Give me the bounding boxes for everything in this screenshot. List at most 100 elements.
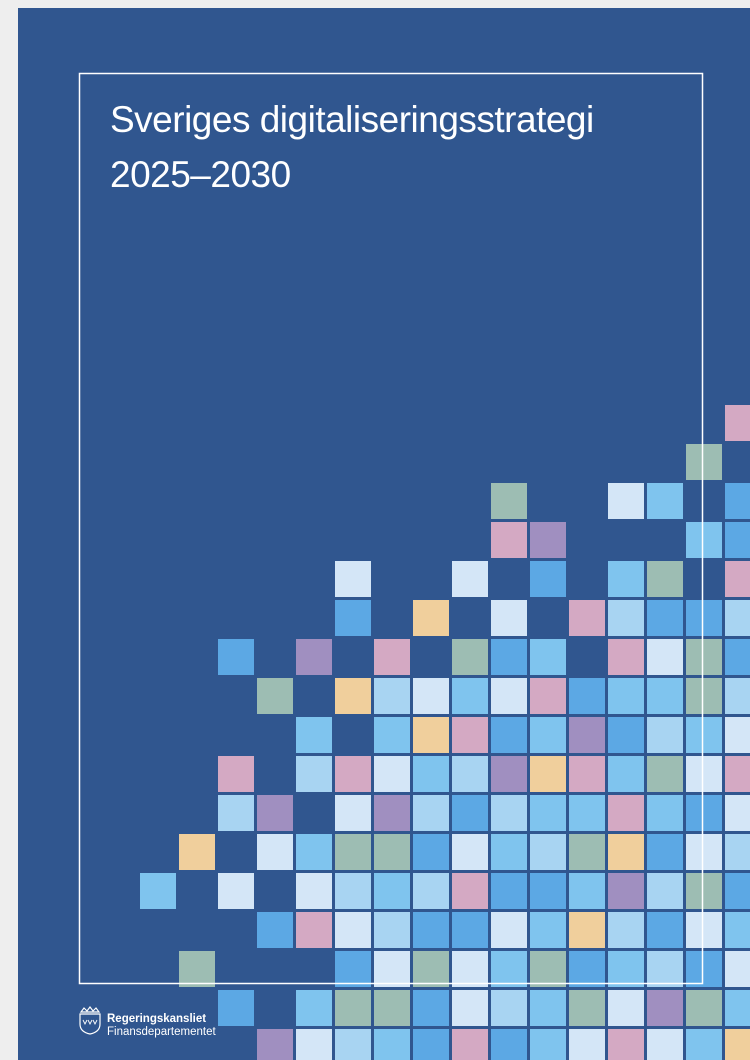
tile bbox=[647, 483, 683, 519]
tile bbox=[218, 639, 254, 675]
tile bbox=[647, 1029, 683, 1060]
tile bbox=[569, 600, 605, 636]
tile bbox=[569, 951, 605, 987]
tile bbox=[725, 834, 750, 870]
tile bbox=[608, 873, 644, 909]
tile bbox=[608, 795, 644, 831]
tile bbox=[530, 990, 566, 1026]
tile bbox=[491, 639, 527, 675]
tile bbox=[335, 912, 371, 948]
tile bbox=[608, 951, 644, 987]
tile bbox=[452, 912, 488, 948]
tile bbox=[335, 951, 371, 987]
tile bbox=[257, 912, 293, 948]
tile bbox=[530, 639, 566, 675]
tile bbox=[491, 951, 527, 987]
tile bbox=[335, 600, 371, 636]
tile bbox=[686, 444, 722, 480]
tile bbox=[374, 834, 410, 870]
tile bbox=[686, 639, 722, 675]
page: Sveriges digitaliseringsstrategi 2025–20… bbox=[0, 0, 750, 1060]
tile bbox=[569, 717, 605, 753]
tile bbox=[725, 873, 750, 909]
tile bbox=[413, 990, 449, 1026]
tile bbox=[608, 756, 644, 792]
cover-art: Sveriges digitaliseringsstrategi 2025–20… bbox=[0, 0, 750, 1060]
tile bbox=[374, 639, 410, 675]
tile bbox=[725, 1029, 750, 1060]
tile bbox=[452, 717, 488, 753]
tile bbox=[725, 561, 750, 597]
tile bbox=[647, 912, 683, 948]
tile bbox=[686, 756, 722, 792]
tile bbox=[686, 990, 722, 1026]
tile bbox=[452, 873, 488, 909]
tile bbox=[413, 795, 449, 831]
tile bbox=[647, 951, 683, 987]
tile bbox=[335, 834, 371, 870]
tile bbox=[647, 834, 683, 870]
title-line: Sveriges digitaliseringsstrategi bbox=[110, 99, 594, 140]
tile bbox=[725, 756, 750, 792]
tile bbox=[296, 639, 332, 675]
tile bbox=[647, 756, 683, 792]
publisher-name: Regeringskansliet bbox=[107, 1013, 206, 1025]
tile bbox=[530, 873, 566, 909]
tile bbox=[530, 912, 566, 948]
tile bbox=[296, 756, 332, 792]
tile bbox=[335, 756, 371, 792]
tile bbox=[452, 795, 488, 831]
logo bbox=[80, 1007, 100, 1034]
tile bbox=[569, 756, 605, 792]
tile bbox=[608, 639, 644, 675]
mosaic bbox=[140, 405, 750, 1060]
tile bbox=[530, 522, 566, 558]
tile bbox=[491, 873, 527, 909]
tile bbox=[335, 990, 371, 1026]
publisher-department: Finansdepartementet bbox=[107, 1026, 216, 1038]
tile bbox=[491, 522, 527, 558]
tile bbox=[530, 834, 566, 870]
tile bbox=[491, 756, 527, 792]
tile bbox=[725, 990, 750, 1026]
tile bbox=[452, 756, 488, 792]
tile bbox=[725, 600, 750, 636]
tile bbox=[569, 1029, 605, 1060]
tile bbox=[725, 717, 750, 753]
tile bbox=[686, 951, 722, 987]
tile bbox=[257, 795, 293, 831]
tile bbox=[413, 756, 449, 792]
tile bbox=[608, 990, 644, 1026]
tile bbox=[647, 990, 683, 1026]
tile bbox=[647, 717, 683, 753]
tile bbox=[686, 1029, 722, 1060]
tile bbox=[608, 912, 644, 948]
tile bbox=[257, 834, 293, 870]
tile bbox=[608, 834, 644, 870]
tile bbox=[296, 717, 332, 753]
tile bbox=[452, 834, 488, 870]
tile bbox=[374, 678, 410, 714]
tile bbox=[647, 678, 683, 714]
tile bbox=[452, 561, 488, 597]
tile bbox=[218, 756, 254, 792]
tile bbox=[374, 756, 410, 792]
tile bbox=[374, 873, 410, 909]
tile bbox=[725, 678, 750, 714]
tile bbox=[374, 795, 410, 831]
tile bbox=[257, 1029, 293, 1060]
tile bbox=[686, 795, 722, 831]
tile bbox=[725, 912, 750, 948]
tile bbox=[413, 1029, 449, 1060]
tile bbox=[647, 561, 683, 597]
tile bbox=[335, 561, 371, 597]
tile bbox=[413, 912, 449, 948]
tile bbox=[686, 600, 722, 636]
tile bbox=[608, 678, 644, 714]
tile bbox=[140, 873, 176, 909]
tile bbox=[374, 951, 410, 987]
tile bbox=[608, 561, 644, 597]
tile bbox=[413, 834, 449, 870]
tile bbox=[296, 834, 332, 870]
tile bbox=[530, 678, 566, 714]
